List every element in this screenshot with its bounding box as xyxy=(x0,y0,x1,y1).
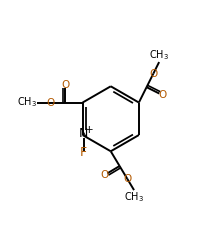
Text: O: O xyxy=(158,90,167,100)
Text: O: O xyxy=(61,79,70,90)
Text: O: O xyxy=(100,170,108,180)
Text: O: O xyxy=(46,98,54,108)
Text: N: N xyxy=(79,128,88,140)
Text: $\mathregular{CH_3}$: $\mathregular{CH_3}$ xyxy=(149,48,169,62)
Text: +: + xyxy=(85,125,93,135)
Text: $\mathregular{CH_3}$: $\mathregular{CH_3}$ xyxy=(17,96,37,109)
Text: O: O xyxy=(149,69,157,79)
Text: $\mathregular{CH_3}$: $\mathregular{CH_3}$ xyxy=(124,190,144,204)
Text: O: O xyxy=(123,174,131,184)
Text: F: F xyxy=(80,146,87,159)
